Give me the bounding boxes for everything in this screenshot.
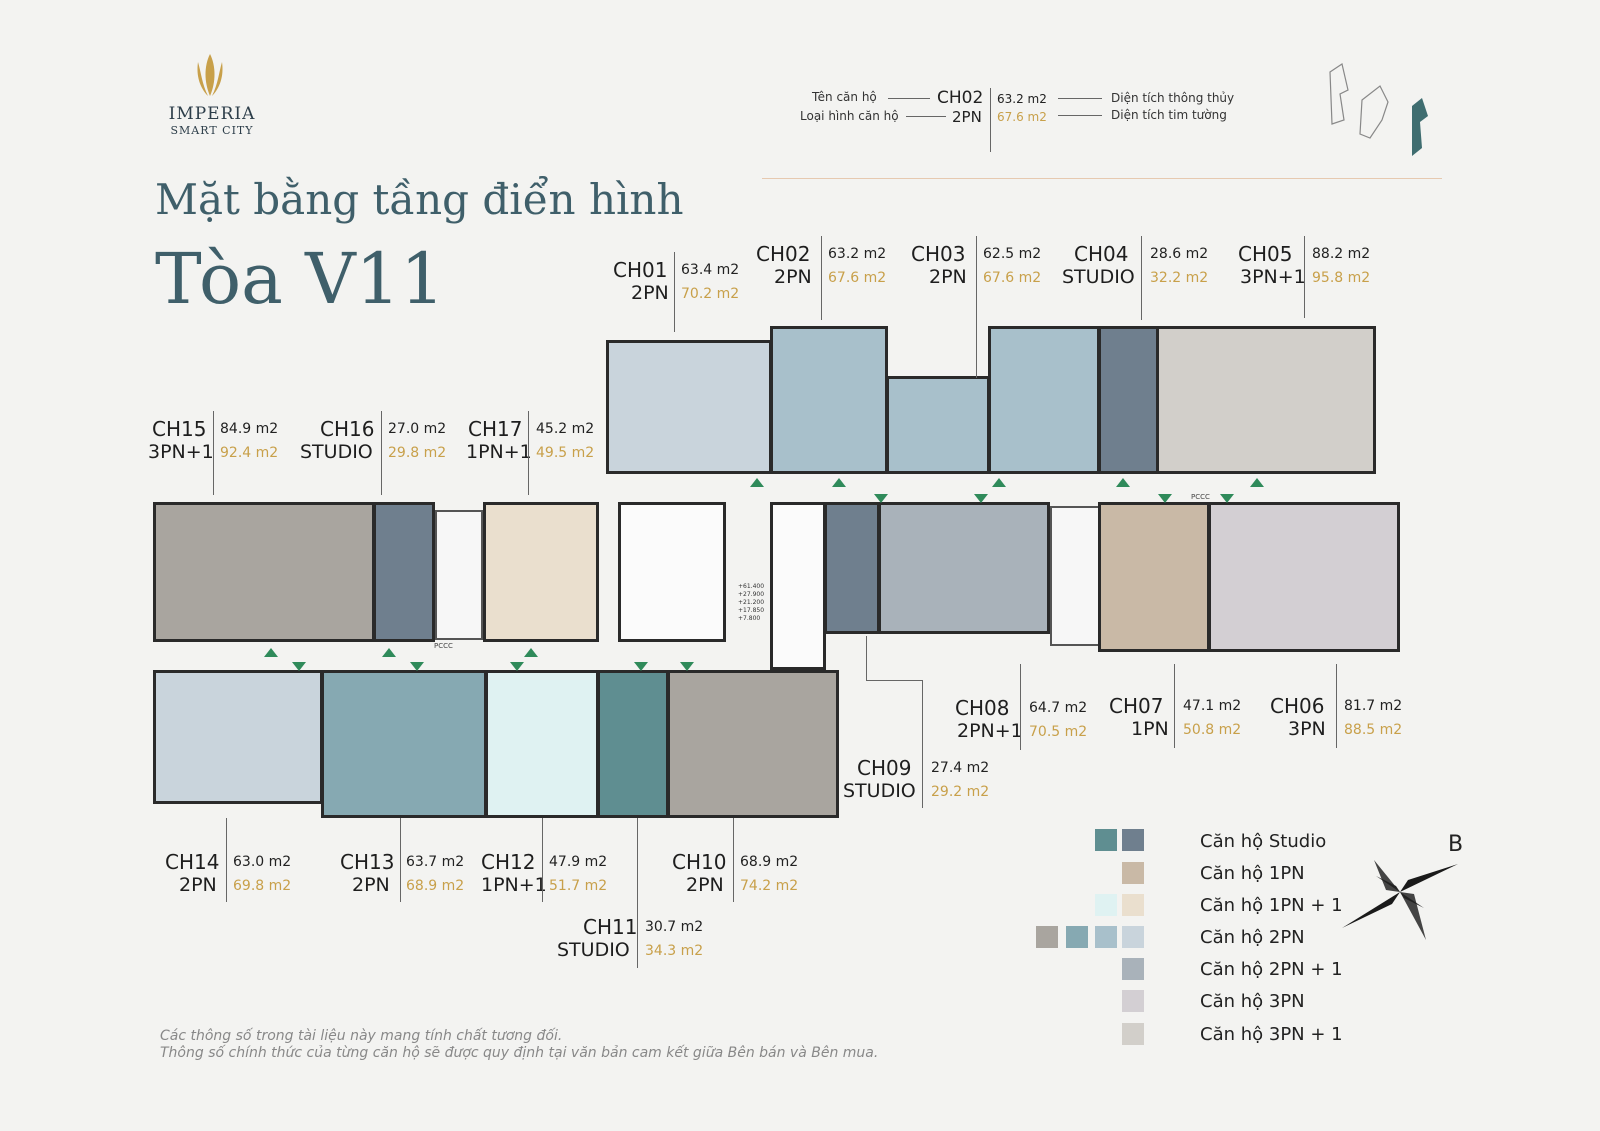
key-name-label: Tên căn hộ	[812, 90, 877, 104]
elevator-core-left	[618, 502, 726, 642]
legend-label-2pn: Căn hộ 2PN	[1200, 927, 1305, 948]
imperia-logo-icon	[197, 54, 223, 96]
unit-ch14[interactable]	[153, 670, 323, 804]
disclaimer-line-2: Thông số chính thức của từng căn hộ sẽ đ…	[160, 1045, 879, 1061]
site-minimap-icon	[1329, 63, 1428, 156]
entry-marker	[992, 478, 1006, 487]
unit-ch17[interactable]	[483, 502, 599, 642]
entry-marker	[634, 662, 648, 671]
legend-swatch	[1036, 926, 1058, 948]
legend-label-3pn-1: Căn hộ 3PN + 1	[1200, 1024, 1343, 1045]
legend-label-1pn-1: Căn hộ 1PN + 1	[1200, 895, 1343, 916]
compass-north-label: B	[1448, 832, 1464, 857]
unit-ch09[interactable]	[824, 502, 880, 634]
unit-ch02[interactable]	[770, 326, 888, 474]
unit-ch11[interactable]	[597, 670, 669, 818]
key-wall-label: Diện tích tim tường	[1111, 108, 1227, 122]
entry-marker	[974, 494, 988, 503]
brand-name: IMPERIA	[168, 104, 256, 124]
legend-label-2pn-1: Căn hộ 2PN + 1	[1200, 959, 1343, 980]
legend-swatch	[1122, 829, 1144, 851]
unit-ch10[interactable]	[667, 670, 839, 818]
key-clear-label: Diện tích thông thủy	[1111, 91, 1235, 105]
entry-marker	[1220, 494, 1234, 503]
legend-swatch	[1066, 926, 1088, 948]
entry-marker	[832, 478, 846, 487]
legend-label-3pn: Căn hộ 3PN	[1200, 991, 1305, 1012]
pccc-label-east: PCCC	[1191, 493, 1210, 501]
unit-ch15[interactable]	[153, 502, 375, 642]
legend-label-studio: Căn hộ Studio	[1200, 831, 1327, 852]
legend-swatch	[1122, 990, 1144, 1012]
legend-swatch	[1095, 926, 1117, 948]
page-title: Mặt bằng tầng điển hình	[155, 175, 684, 224]
legend-swatch	[1122, 1023, 1144, 1045]
building-title: Tòa V11	[155, 238, 445, 320]
legend-label-1pn: Căn hộ 1PN	[1200, 863, 1305, 884]
legend-swatch	[1095, 829, 1117, 851]
unit-ch06[interactable]	[1208, 502, 1400, 652]
level-readout: +61.400 +27.900 +21.200 +17.850 +7.800	[738, 583, 765, 622]
key-type-label: Loại hình căn hộ	[800, 109, 899, 123]
legend-swatch	[1095, 894, 1117, 916]
legend-swatch	[1122, 926, 1144, 948]
entry-marker	[524, 648, 538, 657]
legend-swatch	[1122, 862, 1144, 884]
entry-marker	[1116, 478, 1130, 487]
elevator-core-right	[770, 502, 826, 670]
key-name: CH02	[937, 88, 984, 108]
entry-marker	[264, 648, 278, 657]
stair-west	[435, 510, 483, 640]
north-compass-icon	[1342, 860, 1458, 940]
unit-ch16[interactable]	[373, 502, 435, 642]
unit-ch03[interactable]	[886, 376, 990, 474]
unit-ch08[interactable]	[878, 502, 1050, 634]
entry-marker	[1158, 494, 1172, 503]
legend-swatch	[1122, 894, 1144, 916]
entry-marker	[382, 648, 396, 657]
unit-ch03b	[988, 326, 1100, 474]
entry-marker	[510, 662, 524, 671]
entry-marker	[750, 478, 764, 487]
unit-ch12[interactable]	[485, 670, 599, 818]
entry-marker	[410, 662, 424, 671]
brand-sub: SMART CITY	[170, 124, 254, 137]
unit-ch01[interactable]	[606, 340, 772, 474]
unit-ch13[interactable]	[321, 670, 487, 818]
entry-marker	[1250, 478, 1264, 487]
pccc-label-west: PCCC	[434, 642, 453, 650]
brand-logo: IMPERIA SMART CITY	[150, 104, 274, 137]
stair-east	[1050, 506, 1100, 646]
unit-ch04[interactable]	[1098, 326, 1160, 474]
disclaimer-line-1: Các thông số trong tài liệu này mang tín…	[160, 1028, 563, 1044]
unit-ch05[interactable]	[1156, 326, 1376, 474]
key-area-clear: 63.2 m2	[997, 92, 1047, 106]
unit-ch07[interactable]	[1098, 502, 1210, 652]
entry-marker	[680, 662, 694, 671]
entry-marker	[292, 662, 306, 671]
entry-marker	[874, 494, 888, 503]
key-area-wall: 67.6 m2	[997, 110, 1047, 124]
key-type: 2PN	[952, 108, 982, 126]
legend-swatch	[1122, 958, 1144, 980]
